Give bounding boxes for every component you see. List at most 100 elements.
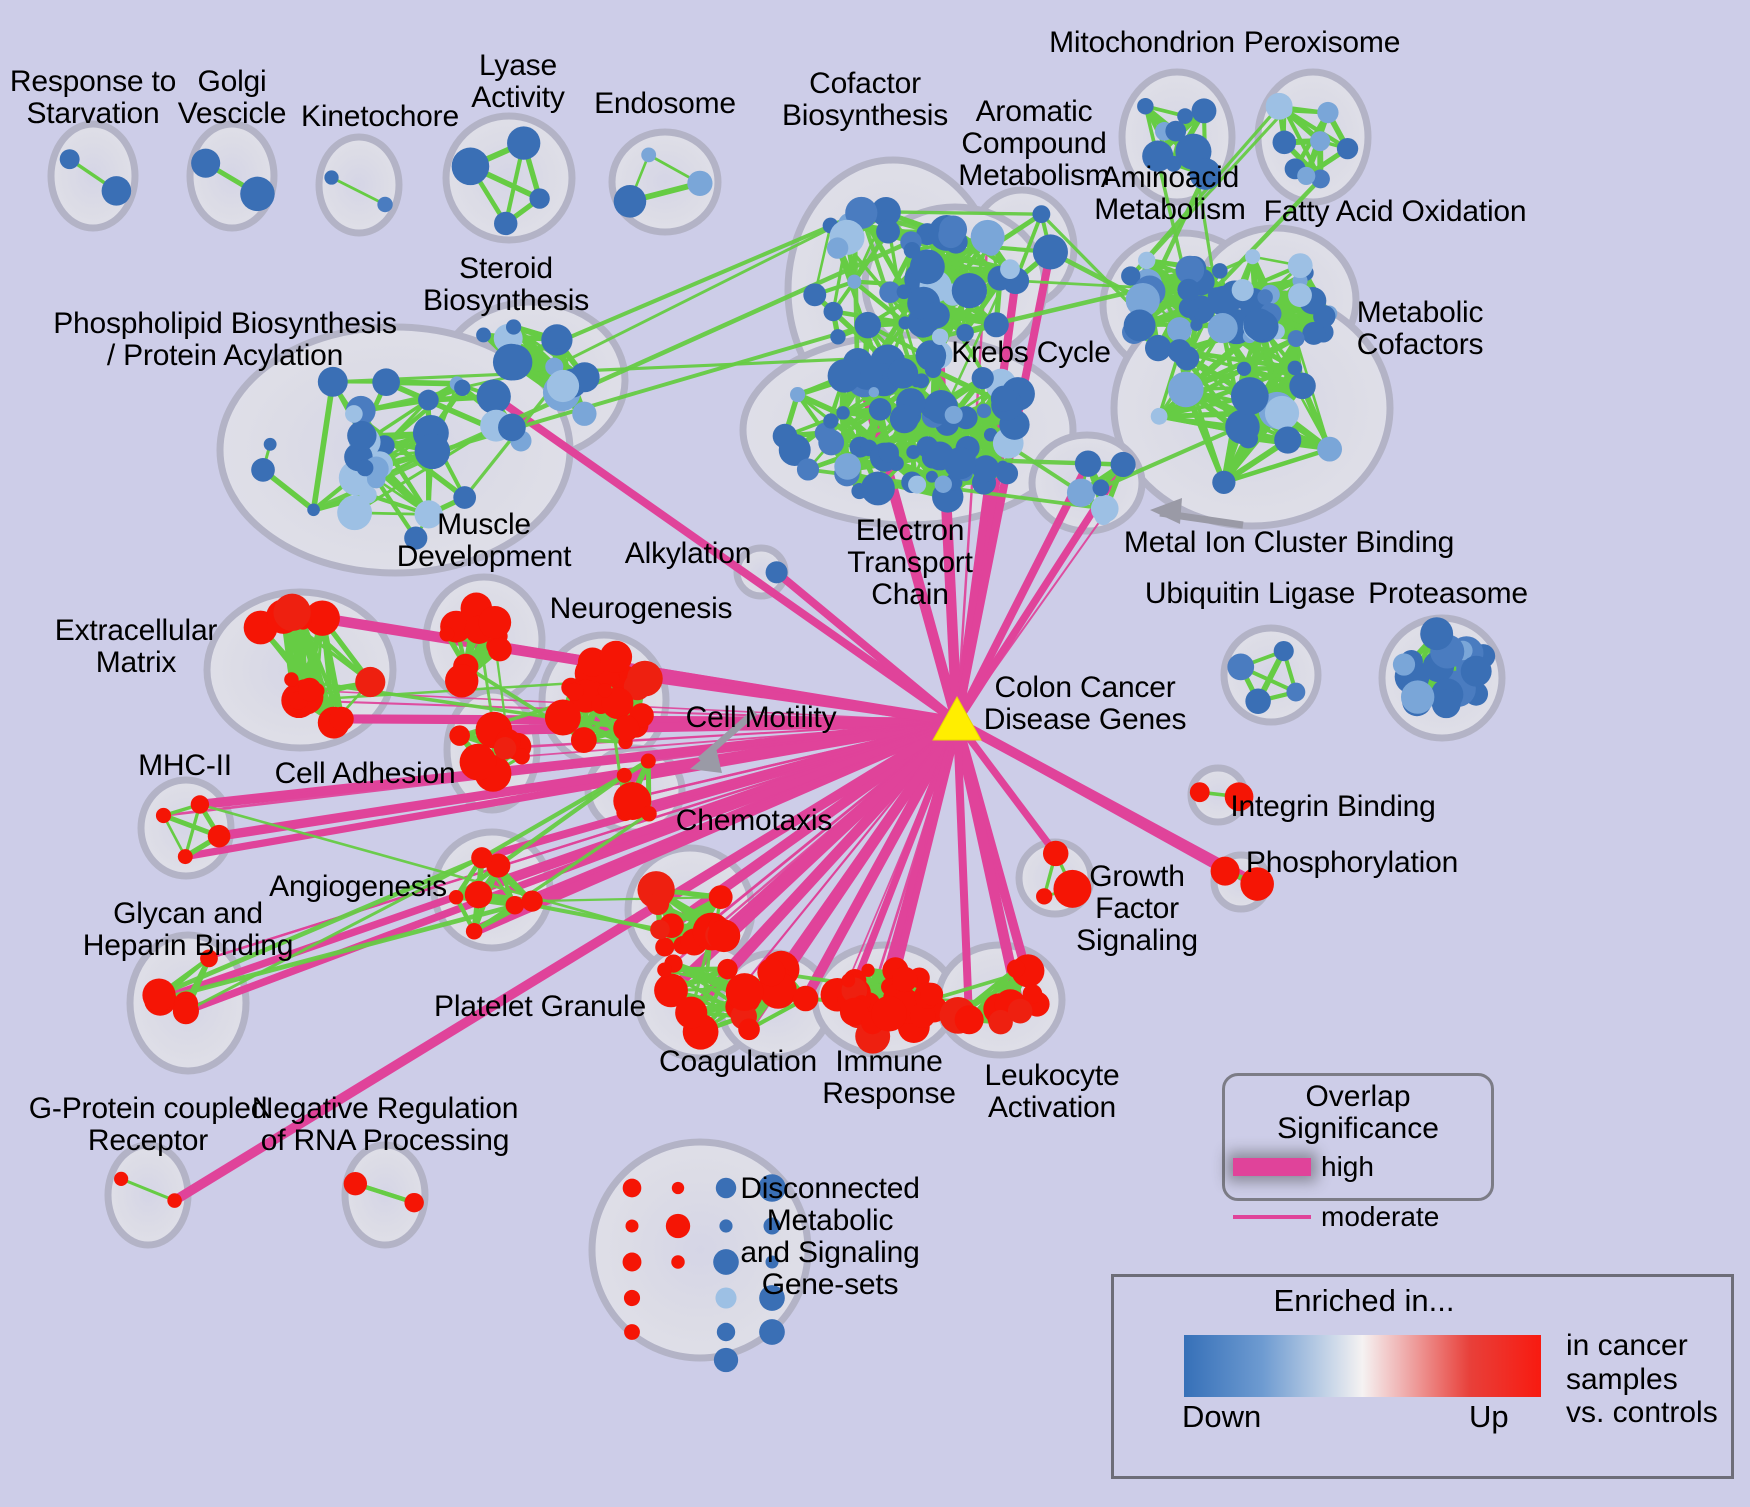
gene-set-node[interactable] bbox=[790, 386, 806, 403]
gene-set-node[interactable] bbox=[889, 404, 919, 434]
gene-set-node[interactable] bbox=[909, 249, 945, 285]
gene-set-node[interactable] bbox=[1245, 249, 1261, 265]
cluster-blob[interactable] bbox=[315, 133, 403, 237]
gene-set-node[interactable] bbox=[449, 725, 470, 746]
gene-set-node[interactable] bbox=[493, 737, 517, 760]
gene-set-node[interactable] bbox=[1264, 395, 1300, 431]
gene-set-node[interactable] bbox=[878, 442, 899, 463]
gene-set-node[interactable] bbox=[713, 1347, 739, 1373]
gene-set-node[interactable] bbox=[627, 660, 663, 697]
gene-set-node[interactable] bbox=[372, 368, 400, 397]
gene-set-node[interactable] bbox=[1274, 426, 1302, 454]
gene-set-node[interactable] bbox=[200, 949, 218, 968]
gene-set-node[interactable] bbox=[757, 958, 786, 987]
gene-set-node[interactable] bbox=[906, 445, 921, 460]
gene-set-node[interactable] bbox=[1189, 158, 1222, 190]
gene-set-node[interactable] bbox=[1042, 840, 1069, 867]
gene-set-node[interactable] bbox=[546, 369, 580, 403]
gene-set-node[interactable] bbox=[891, 966, 918, 993]
gene-set-node[interactable] bbox=[599, 640, 633, 674]
gene-set-node[interactable] bbox=[498, 413, 526, 442]
gene-set-node[interactable] bbox=[613, 185, 647, 218]
gene-set-node[interactable] bbox=[687, 170, 713, 196]
gene-set-node[interactable] bbox=[1177, 108, 1193, 124]
gene-set-node[interactable] bbox=[1225, 409, 1260, 445]
gene-set-node[interactable] bbox=[1245, 688, 1271, 714]
gene-set-node[interactable] bbox=[1287, 330, 1305, 348]
gene-set-node[interactable] bbox=[337, 495, 372, 531]
gene-set-node[interactable] bbox=[1212, 470, 1236, 494]
gene-set-node[interactable] bbox=[1177, 278, 1200, 302]
colon-cancer-hub-node[interactable] bbox=[932, 695, 982, 741]
gene-set-node[interactable] bbox=[1032, 205, 1051, 224]
gene-set-node[interactable] bbox=[763, 1217, 781, 1235]
gene-set-node[interactable] bbox=[343, 1172, 368, 1196]
gene-set-node[interactable] bbox=[944, 405, 963, 424]
cluster-blob[interactable] bbox=[442, 112, 576, 244]
gene-set-node[interactable] bbox=[841, 973, 856, 988]
gene-set-node[interactable] bbox=[597, 683, 613, 698]
gene-set-node[interactable] bbox=[521, 890, 543, 912]
gene-set-node[interactable] bbox=[715, 1287, 737, 1309]
gene-set-node[interactable] bbox=[307, 503, 320, 517]
gene-set-node[interactable] bbox=[1168, 371, 1204, 408]
gene-set-node[interactable] bbox=[1302, 321, 1326, 345]
gene-set-node[interactable] bbox=[345, 405, 363, 423]
gene-set-node[interactable] bbox=[142, 978, 176, 1012]
gene-set-node[interactable] bbox=[996, 462, 1019, 485]
gene-set-node[interactable] bbox=[1110, 451, 1136, 478]
gene-set-node[interactable] bbox=[909, 1002, 936, 1029]
gene-set-node[interactable] bbox=[1317, 101, 1339, 124]
gene-set-node[interactable] bbox=[719, 1219, 733, 1233]
gene-set-node[interactable] bbox=[1230, 377, 1269, 415]
gene-set-node[interactable] bbox=[1231, 279, 1254, 302]
gene-set-node[interactable] bbox=[1074, 450, 1102, 477]
gene-set-node[interactable] bbox=[956, 323, 974, 342]
gene-set-node[interactable] bbox=[1288, 283, 1312, 308]
gene-set-node[interactable] bbox=[404, 1192, 424, 1213]
gene-set-node[interactable] bbox=[414, 500, 443, 529]
gene-set-node[interactable] bbox=[1032, 234, 1068, 270]
gene-set-node[interactable] bbox=[404, 526, 428, 550]
gene-set-node[interactable] bbox=[934, 475, 952, 493]
gene-set-node[interactable] bbox=[765, 561, 788, 584]
gene-set-node[interactable] bbox=[544, 699, 581, 736]
gene-set-node[interactable] bbox=[925, 470, 938, 483]
gene-set-node[interactable] bbox=[924, 361, 942, 378]
gene-set-node[interactable] bbox=[191, 148, 221, 178]
gene-set-node[interactable] bbox=[654, 973, 688, 1008]
gene-set-node[interactable] bbox=[453, 486, 477, 509]
gene-set-node[interactable] bbox=[911, 376, 922, 388]
gene-set-node[interactable] bbox=[1265, 92, 1293, 120]
gene-set-node[interactable] bbox=[414, 433, 451, 470]
gene-set-node[interactable] bbox=[1240, 867, 1274, 901]
gene-set-node[interactable] bbox=[879, 281, 901, 304]
gene-set-node[interactable] bbox=[976, 403, 992, 419]
gene-set-node[interactable] bbox=[868, 398, 892, 421]
gene-set-node[interactable] bbox=[1297, 166, 1316, 186]
gene-set-node[interactable] bbox=[641, 805, 657, 822]
gene-set-node[interactable] bbox=[1287, 253, 1313, 279]
gene-set-node[interactable] bbox=[972, 455, 1000, 483]
gene-set-node[interactable] bbox=[577, 647, 608, 677]
gene-set-node[interactable] bbox=[317, 366, 348, 397]
gene-set-node[interactable] bbox=[478, 606, 512, 639]
gene-set-node[interactable] bbox=[476, 327, 491, 343]
gene-set-node[interactable] bbox=[988, 1009, 1013, 1035]
gene-set-node[interactable] bbox=[671, 1181, 685, 1195]
gene-set-node[interactable] bbox=[1257, 289, 1273, 305]
gene-set-node[interactable] bbox=[851, 483, 868, 500]
gene-set-node[interactable] bbox=[1137, 97, 1154, 115]
gene-set-node[interactable] bbox=[854, 311, 882, 339]
gene-set-node[interactable] bbox=[570, 727, 597, 753]
gene-set-node[interactable] bbox=[1207, 313, 1238, 344]
gene-set-node[interactable] bbox=[1144, 334, 1172, 362]
gene-set-node[interactable] bbox=[445, 664, 479, 698]
gene-set-node[interactable] bbox=[304, 600, 340, 636]
gene-set-node[interactable] bbox=[939, 215, 968, 244]
gene-set-node[interactable] bbox=[172, 998, 199, 1025]
gene-set-node[interactable] bbox=[717, 958, 738, 980]
gene-set-node[interactable] bbox=[759, 1319, 785, 1345]
gene-set-node[interactable] bbox=[565, 682, 584, 701]
gene-set-node[interactable] bbox=[1210, 856, 1240, 886]
